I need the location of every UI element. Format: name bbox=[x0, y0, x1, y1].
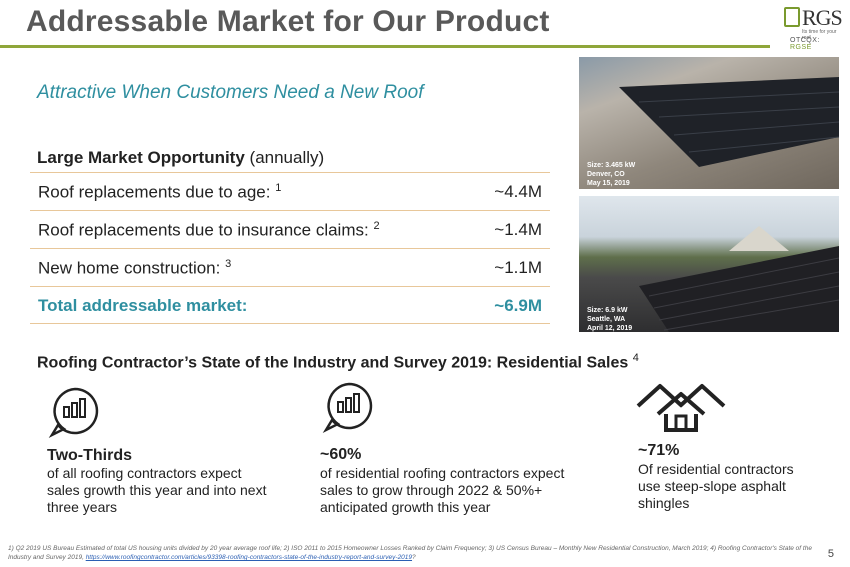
bar-chart-bubble-icon bbox=[322, 382, 373, 434]
row-label: Roof replacements due to age: 1 bbox=[38, 182, 281, 203]
table-row: New home construction: 3 ~1.1M bbox=[30, 248, 550, 286]
market-heading-rest: (annually) bbox=[244, 148, 325, 167]
ticker: OTCQX: RGSE bbox=[790, 37, 842, 51]
caption-location: Denver, CO bbox=[587, 171, 625, 178]
houses-icon bbox=[636, 384, 726, 432]
caption-date: April 12, 2019 bbox=[587, 325, 633, 332]
ticker-prefix: OTCQX: bbox=[790, 37, 820, 44]
photo-caption: Size: 6.9 kW Seattle, WA April 12, 2019 bbox=[587, 306, 632, 332]
row-label: Roof replacements due to insurance claim… bbox=[38, 220, 380, 241]
caption-size: Size: 6.9 kW bbox=[587, 307, 628, 314]
survey-heading-text: Roofing Contractor’s State of the Indust… bbox=[37, 354, 629, 372]
power-icon bbox=[784, 7, 800, 27]
survey-heading: Roofing Contractor’s State of the Indust… bbox=[37, 352, 639, 372]
footnote-link[interactable]: https://www.roofingcontractor.com/articl… bbox=[85, 554, 413, 561]
footnote-ref: 1 bbox=[275, 182, 282, 194]
row-label: New home construction: 3 bbox=[38, 258, 231, 279]
stat-text: of residential roofing contractors expec… bbox=[320, 465, 565, 515]
subtitle: Attractive When Customers Need a New Roo… bbox=[37, 82, 424, 103]
row-label-text: Roof replacements due to age: bbox=[38, 182, 276, 202]
stat-text: of all roofing contractors expect sales … bbox=[47, 465, 267, 515]
row-value: ~1.4M bbox=[494, 220, 542, 239]
table-row: Roof replacements due to age: 1 ~4.4M bbox=[30, 172, 550, 210]
logo-text: RGS bbox=[802, 5, 843, 30]
logo-tagline: Its time for your roof bbox=[802, 29, 837, 41]
solar-roof-photo-denver: Size: 3.465 kW Denver, CO May 15, 2019 bbox=[579, 57, 839, 189]
total-row: Total addressable market: ~6.9M bbox=[30, 286, 550, 324]
ticker-symbol: RGSE bbox=[790, 44, 812, 51]
caption-location: Seattle, WA bbox=[587, 316, 626, 323]
footnote: 1) Q2 2019 US Bureau Estimated of total … bbox=[8, 544, 828, 562]
title-underline bbox=[0, 45, 770, 48]
slide-title: Addressable Market for Our Product bbox=[26, 5, 550, 38]
total-value: ~6.9M bbox=[494, 296, 542, 315]
bar-chart-bubble-icon bbox=[48, 387, 99, 439]
footnote-ref: 3 bbox=[225, 258, 232, 270]
photo-caption: Size: 3.465 kW Denver, CO May 15, 2019 bbox=[587, 161, 635, 188]
solar-panel-illustration bbox=[639, 226, 839, 332]
stat-title: ~60% bbox=[320, 446, 362, 463]
row-value: ~4.4M bbox=[494, 182, 542, 201]
company-logo: RGS Its time for your roof OTCQX: RGSE bbox=[778, 5, 843, 51]
row-label-text: Roof replacements due to insurance claim… bbox=[38, 220, 374, 240]
market-heading-bold: Large Market Opportunity bbox=[37, 148, 245, 167]
page-number: 5 bbox=[827, 548, 834, 560]
total-label: Total addressable market: bbox=[38, 296, 248, 315]
caption-date: May 15, 2019 bbox=[587, 180, 630, 187]
solar-panel-illustration bbox=[619, 77, 839, 167]
stat-title: Two-Thirds bbox=[47, 447, 133, 464]
footnote-ref: 2 bbox=[373, 220, 380, 232]
market-table-heading: Large Market Opportunity (annually) bbox=[37, 148, 324, 168]
stat-text: Of residential contractors use steep-slo… bbox=[638, 461, 794, 511]
table-row: Roof replacements due to insurance claim… bbox=[30, 210, 550, 248]
footnote-text: 1) Q2 2019 US Bureau Estimated of total … bbox=[8, 545, 812, 561]
footnote-ref: 4 bbox=[632, 352, 639, 364]
row-value: ~1.1M bbox=[494, 258, 542, 277]
footnote-suffix: ? bbox=[412, 554, 416, 561]
row-label-text: New home construction: bbox=[38, 258, 226, 278]
solar-roof-photo-seattle: Size: 6.9 kW Seattle, WA April 12, 2019 bbox=[579, 196, 839, 332]
stat-title: ~71% bbox=[638, 442, 680, 459]
caption-size: Size: 3.465 kW bbox=[587, 162, 636, 169]
